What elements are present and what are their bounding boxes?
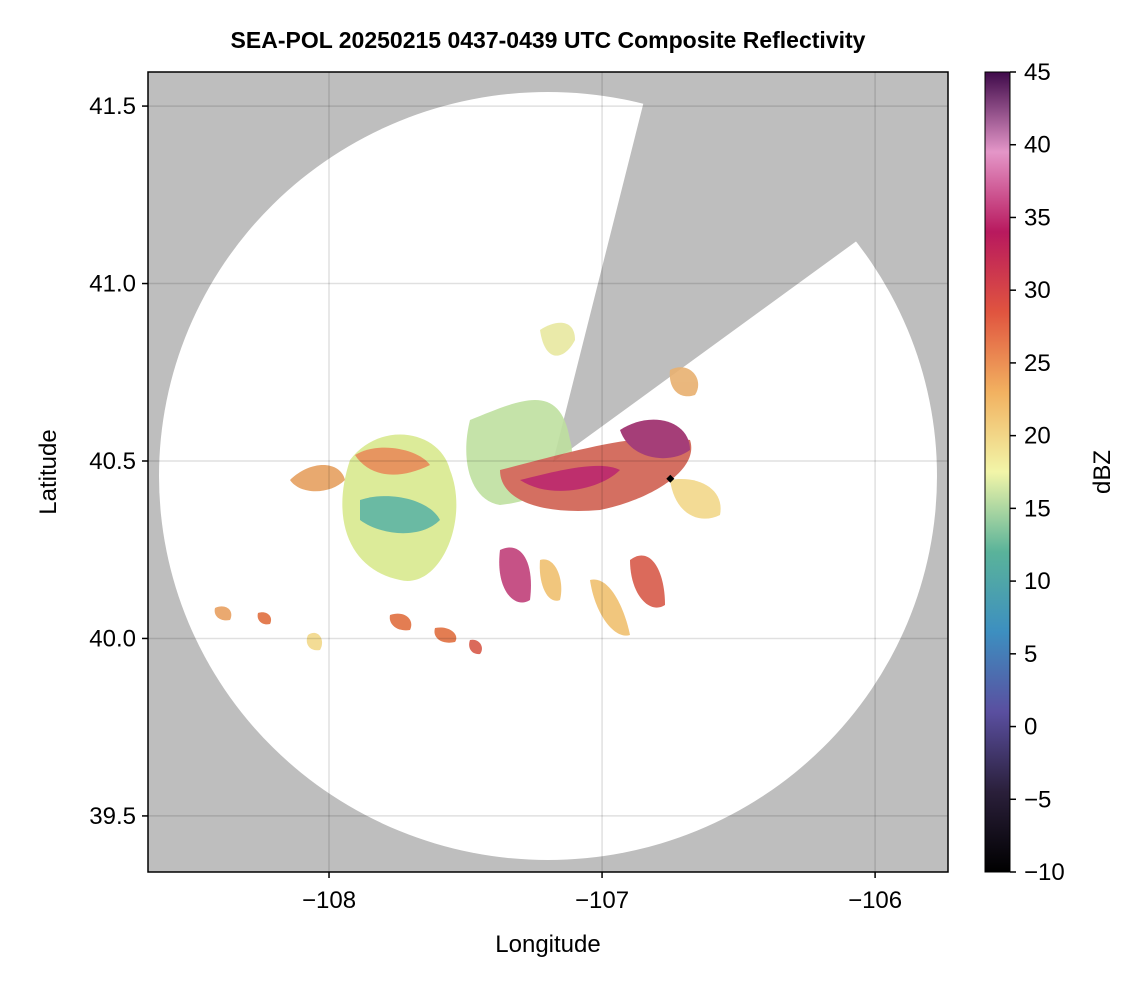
y-tick-label: 41.5: [89, 93, 136, 120]
grid: [148, 72, 948, 872]
y-tick-label: 40.0: [89, 625, 136, 652]
echo: [669, 367, 699, 397]
echo: [620, 419, 690, 459]
echo: [360, 496, 440, 534]
colorbar-tick-label: −5: [1024, 786, 1051, 813]
colorbar-tick-label: 10: [1024, 568, 1051, 595]
map-area: [148, 72, 948, 872]
echo: [389, 613, 412, 631]
echo: [355, 447, 430, 475]
echo: [590, 579, 630, 636]
echo: [306, 632, 323, 651]
x-tick-label: −107: [575, 887, 629, 914]
y-tick-label: 41.0: [89, 271, 136, 298]
reflectivity-echoes: [214, 322, 721, 655]
colorbar-label: dBZ: [1089, 450, 1116, 494]
y-axis-label: Latitude: [35, 429, 62, 514]
y-tick-label: 40.5: [89, 448, 136, 475]
radar-site: [666, 474, 675, 483]
x-tick-label: −108: [302, 887, 356, 914]
x-tick-label: −106: [848, 887, 902, 914]
echo: [540, 322, 575, 356]
x-axis-label: Longitude: [495, 931, 600, 958]
colorbar-tick-label: 45: [1024, 59, 1051, 86]
echo: [499, 547, 531, 603]
echo: [469, 639, 482, 655]
y-tick-label: 39.5: [89, 803, 136, 830]
colorbar-tick-label: 40: [1024, 132, 1051, 159]
echo: [257, 612, 272, 625]
echo: [290, 465, 345, 492]
colorbar-tick-label: −10: [1024, 859, 1065, 886]
colorbar-tick-label: 25: [1024, 350, 1051, 377]
echo: [539, 559, 562, 601]
colorbar-tick-label: 20: [1024, 423, 1051, 450]
blocked-sector: [553, 72, 900, 462]
colorbar-tick-label: 5: [1024, 641, 1037, 668]
colorbar-tick-label: 30: [1024, 277, 1051, 304]
chart-title: SEA-POL 20250215 0437-0439 UTC Composite…: [231, 27, 866, 53]
echo: [434, 627, 457, 643]
echo: [214, 606, 232, 621]
plot-frame: [147, 71, 949, 873]
echo: [670, 479, 721, 519]
colorbar-tick-label: 35: [1024, 204, 1051, 231]
colorbar-tick-label: 15: [1024, 495, 1051, 522]
colorbar: [984, 71, 1011, 873]
echo: [520, 465, 620, 491]
echo: [630, 555, 665, 608]
colorbar-tick-label: 0: [1024, 714, 1037, 741]
